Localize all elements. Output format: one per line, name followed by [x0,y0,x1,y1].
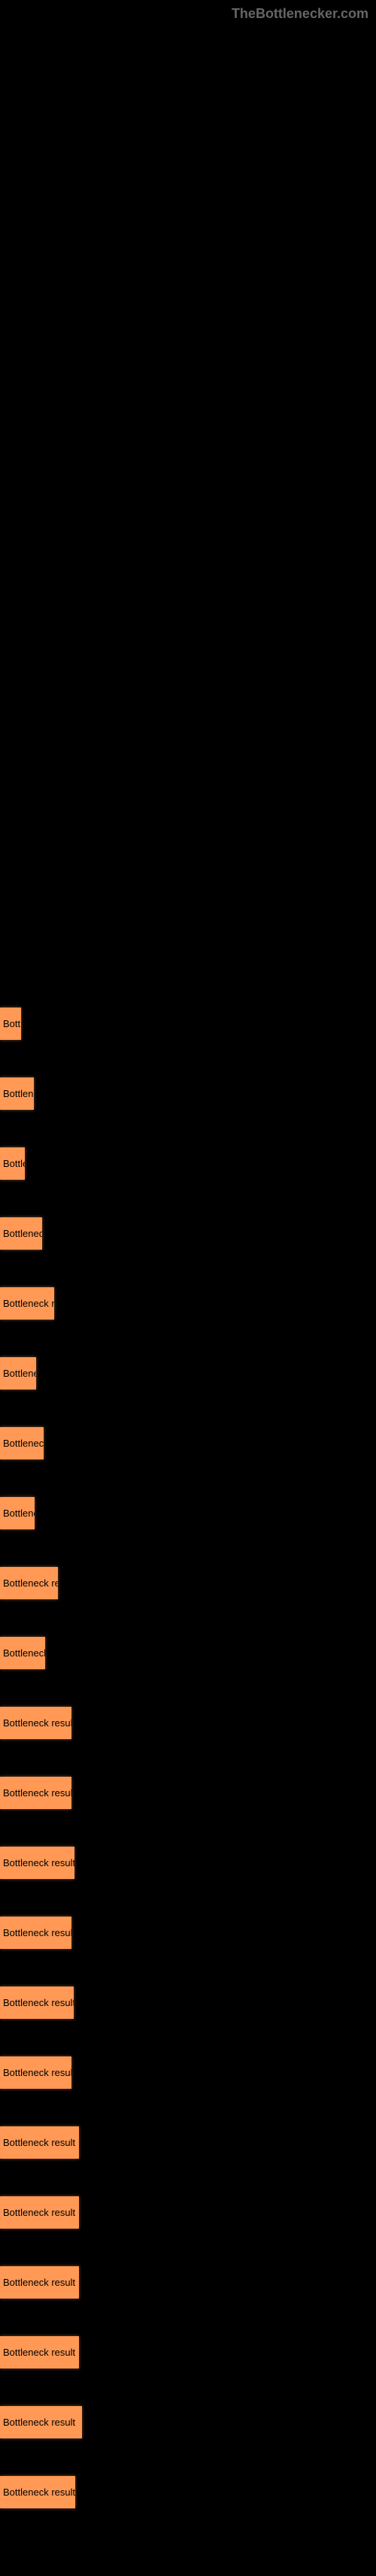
bar: Bottleneck result [0,1147,25,1180]
bar: Bottleneck result [0,2126,79,2159]
bar: Bottleneck result [0,1847,74,1879]
bar-row: Bottleneck result [0,1847,376,1879]
bar-chart: Bottleneck result Bottleneck result Bottle… [0,0,376,2576]
bar-row: Bottleneck result [0,1008,376,1040]
bar: Bottleneck result [0,2056,71,2089]
bar: Bottleneck result [0,2266,79,2299]
bar: Bottleneck result [0,1357,36,1390]
bar-row: Bottleneck result [0,2126,376,2159]
bar: Bottleneck result [0,2476,75,2508]
bar-row: Bottleneck result [0,1777,376,1809]
bar-row: Bottleneck result [0,2266,376,2299]
bar: Bottleneck result [0,1217,42,1250]
bar-row: Bottleneck result [0,1217,376,1250]
bar-row: Bottleneck result [0,2336,376,2368]
bar-row: Bottleneck result [0,2476,376,2508]
bar: Bottleneck result [0,1567,58,1599]
bar-row: Bottleneck result [0,1567,376,1599]
bar-row: Bottleneck result [0,1357,376,1390]
bar: Bottleneck result [0,2336,79,2368]
bar-row: Bottleneck result [0,1917,376,1949]
bar: Bottleneck result [0,1077,34,1110]
bar-row: Bottleneck result [0,1427,376,1459]
bar-row: Bottleneck result [0,1077,376,1110]
bar: Bottleneck result [0,1287,54,1320]
bar: Bottleneck result [0,2406,82,2438]
bar: Bottleneck result [0,1427,44,1459]
bar: Bottleneck result [0,1777,71,1809]
bar-row: Bottleneck result [0,2056,376,2089]
bar-row: Bottleneck result [0,2406,376,2438]
bar: Bottleneck result [0,2196,79,2229]
bar-row: Bottleneck result [0,1987,376,2019]
bar: Bottleneck result [0,1917,71,1949]
bar-row: Bottleneck result [0,1287,376,1320]
bar: Bottleneck result [0,1497,35,1529]
bar: Bottleneck result [0,1008,21,1040]
bar-row: Bottleneck result [0,2196,376,2229]
bar: Bottleneck result [0,1707,71,1739]
bar: Bottleneck result [0,1987,74,2019]
bar-row: Bottleneck result [0,1707,376,1739]
bar: Bottleneck result [0,1637,45,1669]
bar-row: Bottleneck result [0,1497,376,1529]
bar-row: Bottleneck result [0,1637,376,1669]
bar-row: Bottleneck result [0,1147,376,1180]
